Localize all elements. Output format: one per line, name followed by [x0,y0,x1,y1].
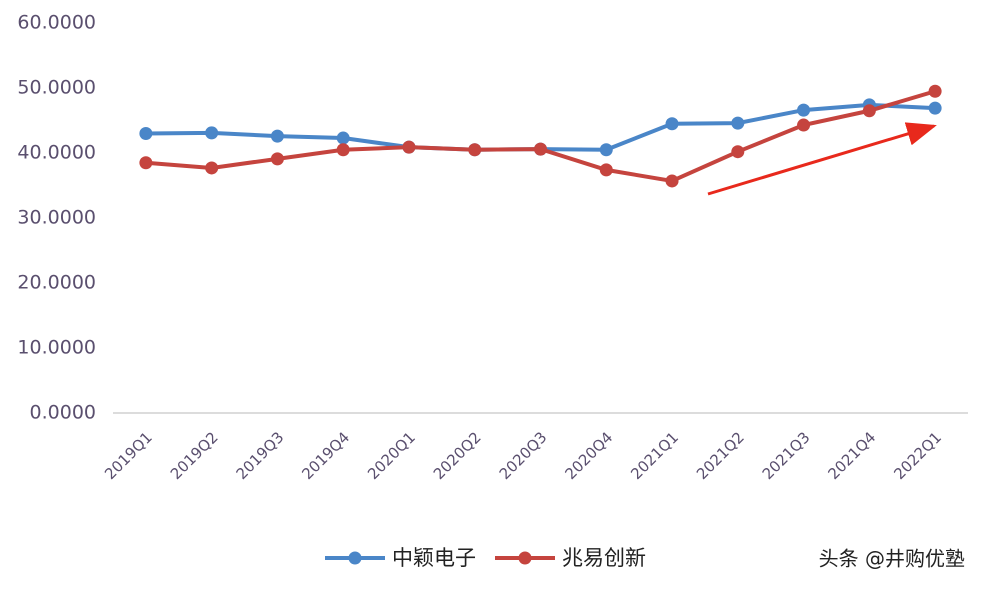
x-tick-label: 2020Q2 [430,428,485,483]
legend-label: 中颖电子 [392,546,476,570]
y-tick-label: 10.0000 [17,337,96,359]
data-point [139,127,153,140]
data-point [205,126,219,140]
x-tick-label: 2021Q3 [759,428,814,483]
y-tick-label: 60.0000 [17,12,96,34]
x-tick-label: 2019Q4 [298,428,353,483]
legend-item: 兆易创新 [495,546,646,570]
x-tick-label: 2020Q4 [561,428,616,483]
data-point [731,116,745,130]
data-point [599,143,613,157]
data-point [797,118,811,132]
data-point [205,161,219,175]
data-point [928,101,942,115]
annotation-arrow [707,122,937,196]
y-tick-label: 20.0000 [17,272,96,294]
legend-marker [518,551,532,565]
data-point [336,143,350,157]
y-tick-label: 40.0000 [17,142,96,164]
data-point [731,145,745,159]
data-point [336,131,350,145]
data-point [665,117,679,131]
data-point [402,140,416,154]
data-point [862,104,876,118]
legend-marker [348,551,362,565]
x-tick-label: 2019Q2 [167,428,222,483]
data-point [534,142,547,156]
data-point [468,143,482,157]
x-tick-label: 2021Q1 [627,428,682,483]
data-point [599,163,613,177]
y-tick-label: 50.0000 [17,77,96,99]
plot: 0.0000 10.0000 20.0000 30.0000 40.0000 50.000… [17,12,968,570]
x-tick-label: 2020Q3 [496,428,551,483]
data-point [270,129,284,143]
x-tick-label: 2019Q3 [233,428,288,483]
y-tick-label: 0.0000 [30,402,96,424]
x-tick-label: 2021Q2 [693,428,748,483]
x-tick-label: 2020Q1 [364,428,419,483]
legend-item: 中颖电子 [325,546,476,570]
data-point [139,156,153,170]
data-point [665,174,679,188]
y-tick-label: 30.0000 [17,207,96,229]
data-point [797,103,811,117]
x-tick-label: 2021Q4 [825,428,880,483]
x-tick-label: 2019Q1 [101,428,156,483]
watermark: 头条 @井购优塾 [819,547,965,571]
x-tick-label: 2022Q1 [890,428,945,483]
data-point [928,84,942,98]
data-point [270,152,284,166]
legend-label: 兆易创新 [562,546,646,570]
